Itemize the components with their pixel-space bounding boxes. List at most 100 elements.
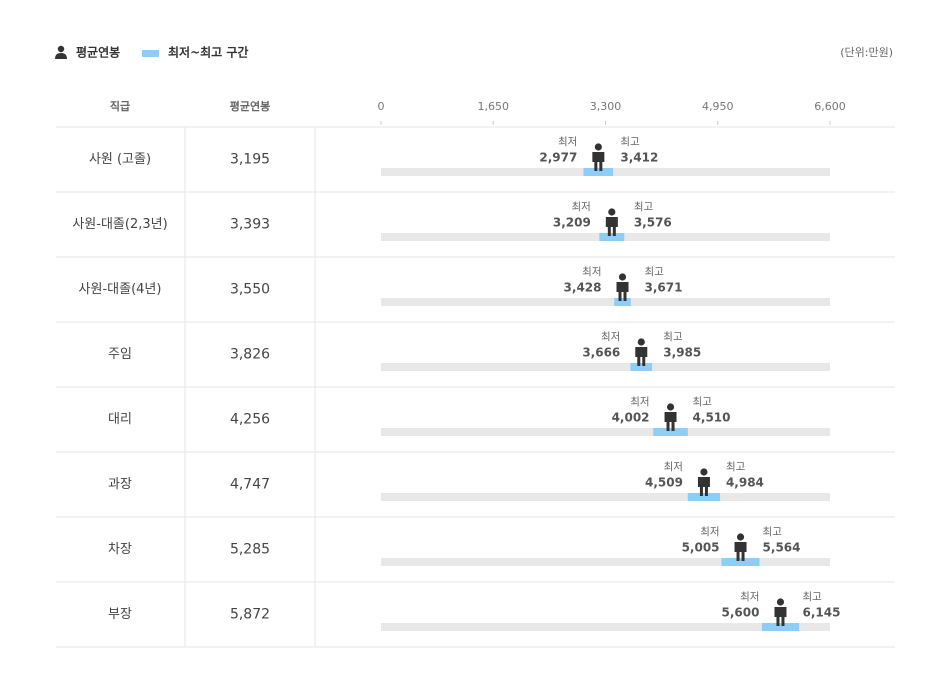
average-value: 3,550 <box>230 282 270 298</box>
min-caption: 최저 <box>571 201 590 213</box>
min-value: 4,509 <box>645 476 683 490</box>
person-head <box>618 273 627 281</box>
average-value: 3,826 <box>230 347 270 363</box>
max-value: 4,510 <box>693 411 731 425</box>
average-value: 4,747 <box>230 477 270 493</box>
min-value: 4,002 <box>612 411 650 425</box>
max-caption: 최고 <box>620 136 640 148</box>
x-tick-label: 4,950 <box>702 100 734 113</box>
legend-label: 평균연봉 <box>76 45 120 60</box>
person-head <box>666 403 675 411</box>
average-value: 4,256 <box>230 412 270 428</box>
range-bar <box>687 493 721 501</box>
average-person-marker <box>605 208 618 236</box>
category-label: 사원-대졸(4년) <box>79 282 162 297</box>
range-track <box>381 298 830 306</box>
max-caption: 최고 <box>726 461 746 473</box>
person-body <box>616 282 629 301</box>
person-head <box>608 208 616 216</box>
min-value: 3,428 <box>564 281 602 295</box>
legend: 평균연봉 최저~최고 구간 <box>55 45 248 60</box>
category-label: 사원 (고졸) <box>89 152 151 167</box>
max-value: 5,564 <box>763 541 801 555</box>
min-caption: 최저 <box>630 396 649 408</box>
range-bar <box>599 233 625 241</box>
average-person-marker <box>774 598 787 626</box>
x-tick-label: 0 <box>378 100 385 113</box>
min-caption: 최저 <box>601 331 620 343</box>
person-head <box>736 533 745 541</box>
max-caption: 최고 <box>634 201 654 213</box>
max-caption: 최고 <box>693 396 713 408</box>
person-body <box>774 607 787 626</box>
unit-label: (단위:만원) <box>840 46 893 59</box>
x-tick-label: 3,300 <box>590 100 622 113</box>
min-caption: 최저 <box>582 266 601 278</box>
x-tick-label: 1,650 <box>478 100 510 113</box>
average-person-marker <box>664 403 677 431</box>
average-person-marker <box>616 273 629 301</box>
max-caption: 최고 <box>763 526 783 538</box>
legend-person-icon <box>55 45 67 59</box>
min-value: 3,666 <box>582 346 620 360</box>
range-bar <box>614 298 631 306</box>
average-value: 5,872 <box>230 607 270 623</box>
min-value: 5,600 <box>722 606 760 620</box>
min-caption: 최저 <box>700 526 719 538</box>
person-body <box>697 477 710 496</box>
range-bar <box>583 168 614 176</box>
category-label: 과장 <box>108 477 132 492</box>
x-tick-label: 6,600 <box>814 100 846 113</box>
average-person-marker <box>635 338 648 366</box>
person-head <box>637 338 645 346</box>
average-value: 5,285 <box>230 542 270 558</box>
range-bar <box>761 623 800 631</box>
person-body <box>592 152 605 171</box>
average-person-marker <box>592 143 605 171</box>
person-body <box>734 542 747 561</box>
person-head <box>594 143 602 151</box>
average-person-marker <box>697 468 710 496</box>
max-caption: 최고 <box>645 266 665 278</box>
category-label: 대리 <box>108 412 132 427</box>
average-value: 3,195 <box>230 152 270 168</box>
range-track <box>381 558 830 566</box>
column-header: 평균연봉 <box>230 99 270 113</box>
range-track <box>381 363 830 371</box>
category-label: 부장 <box>108 607 132 622</box>
range-bar <box>653 428 688 436</box>
category-label: 사원-대졸(2,3년) <box>72 217 167 232</box>
range-track <box>381 428 830 436</box>
person-body <box>664 412 677 431</box>
range-bar <box>721 558 760 566</box>
category-label: 차장 <box>108 542 132 557</box>
min-caption: 최저 <box>664 461 683 473</box>
person-body <box>605 217 618 236</box>
min-value: 5,005 <box>682 541 720 555</box>
max-value: 3,671 <box>645 281 683 295</box>
min-value: 3,209 <box>553 216 591 230</box>
person-head <box>776 598 785 606</box>
person-head <box>700 468 708 476</box>
max-value: 3,412 <box>620 151 658 165</box>
range-track <box>381 493 830 501</box>
max-caption: 최고 <box>663 331 683 343</box>
max-value: 6,145 <box>802 606 840 620</box>
category-label: 주임 <box>108 347 132 362</box>
average-person-marker <box>734 533 747 561</box>
legend-label: 최저~최고 구간 <box>168 45 248 60</box>
column-header: 직급 <box>110 99 130 113</box>
max-caption: 최고 <box>802 591 822 603</box>
min-caption: 최저 <box>558 136 577 148</box>
average-value: 3,393 <box>230 217 270 233</box>
min-caption: 최저 <box>740 591 759 603</box>
max-value: 3,985 <box>663 346 701 360</box>
min-value: 2,977 <box>539 151 577 165</box>
max-value: 3,576 <box>634 216 672 230</box>
max-value: 4,984 <box>726 476 764 490</box>
range-track <box>381 623 830 631</box>
person-body <box>635 347 648 366</box>
range-bar <box>630 363 653 371</box>
legend-range-swatch <box>142 50 159 57</box>
